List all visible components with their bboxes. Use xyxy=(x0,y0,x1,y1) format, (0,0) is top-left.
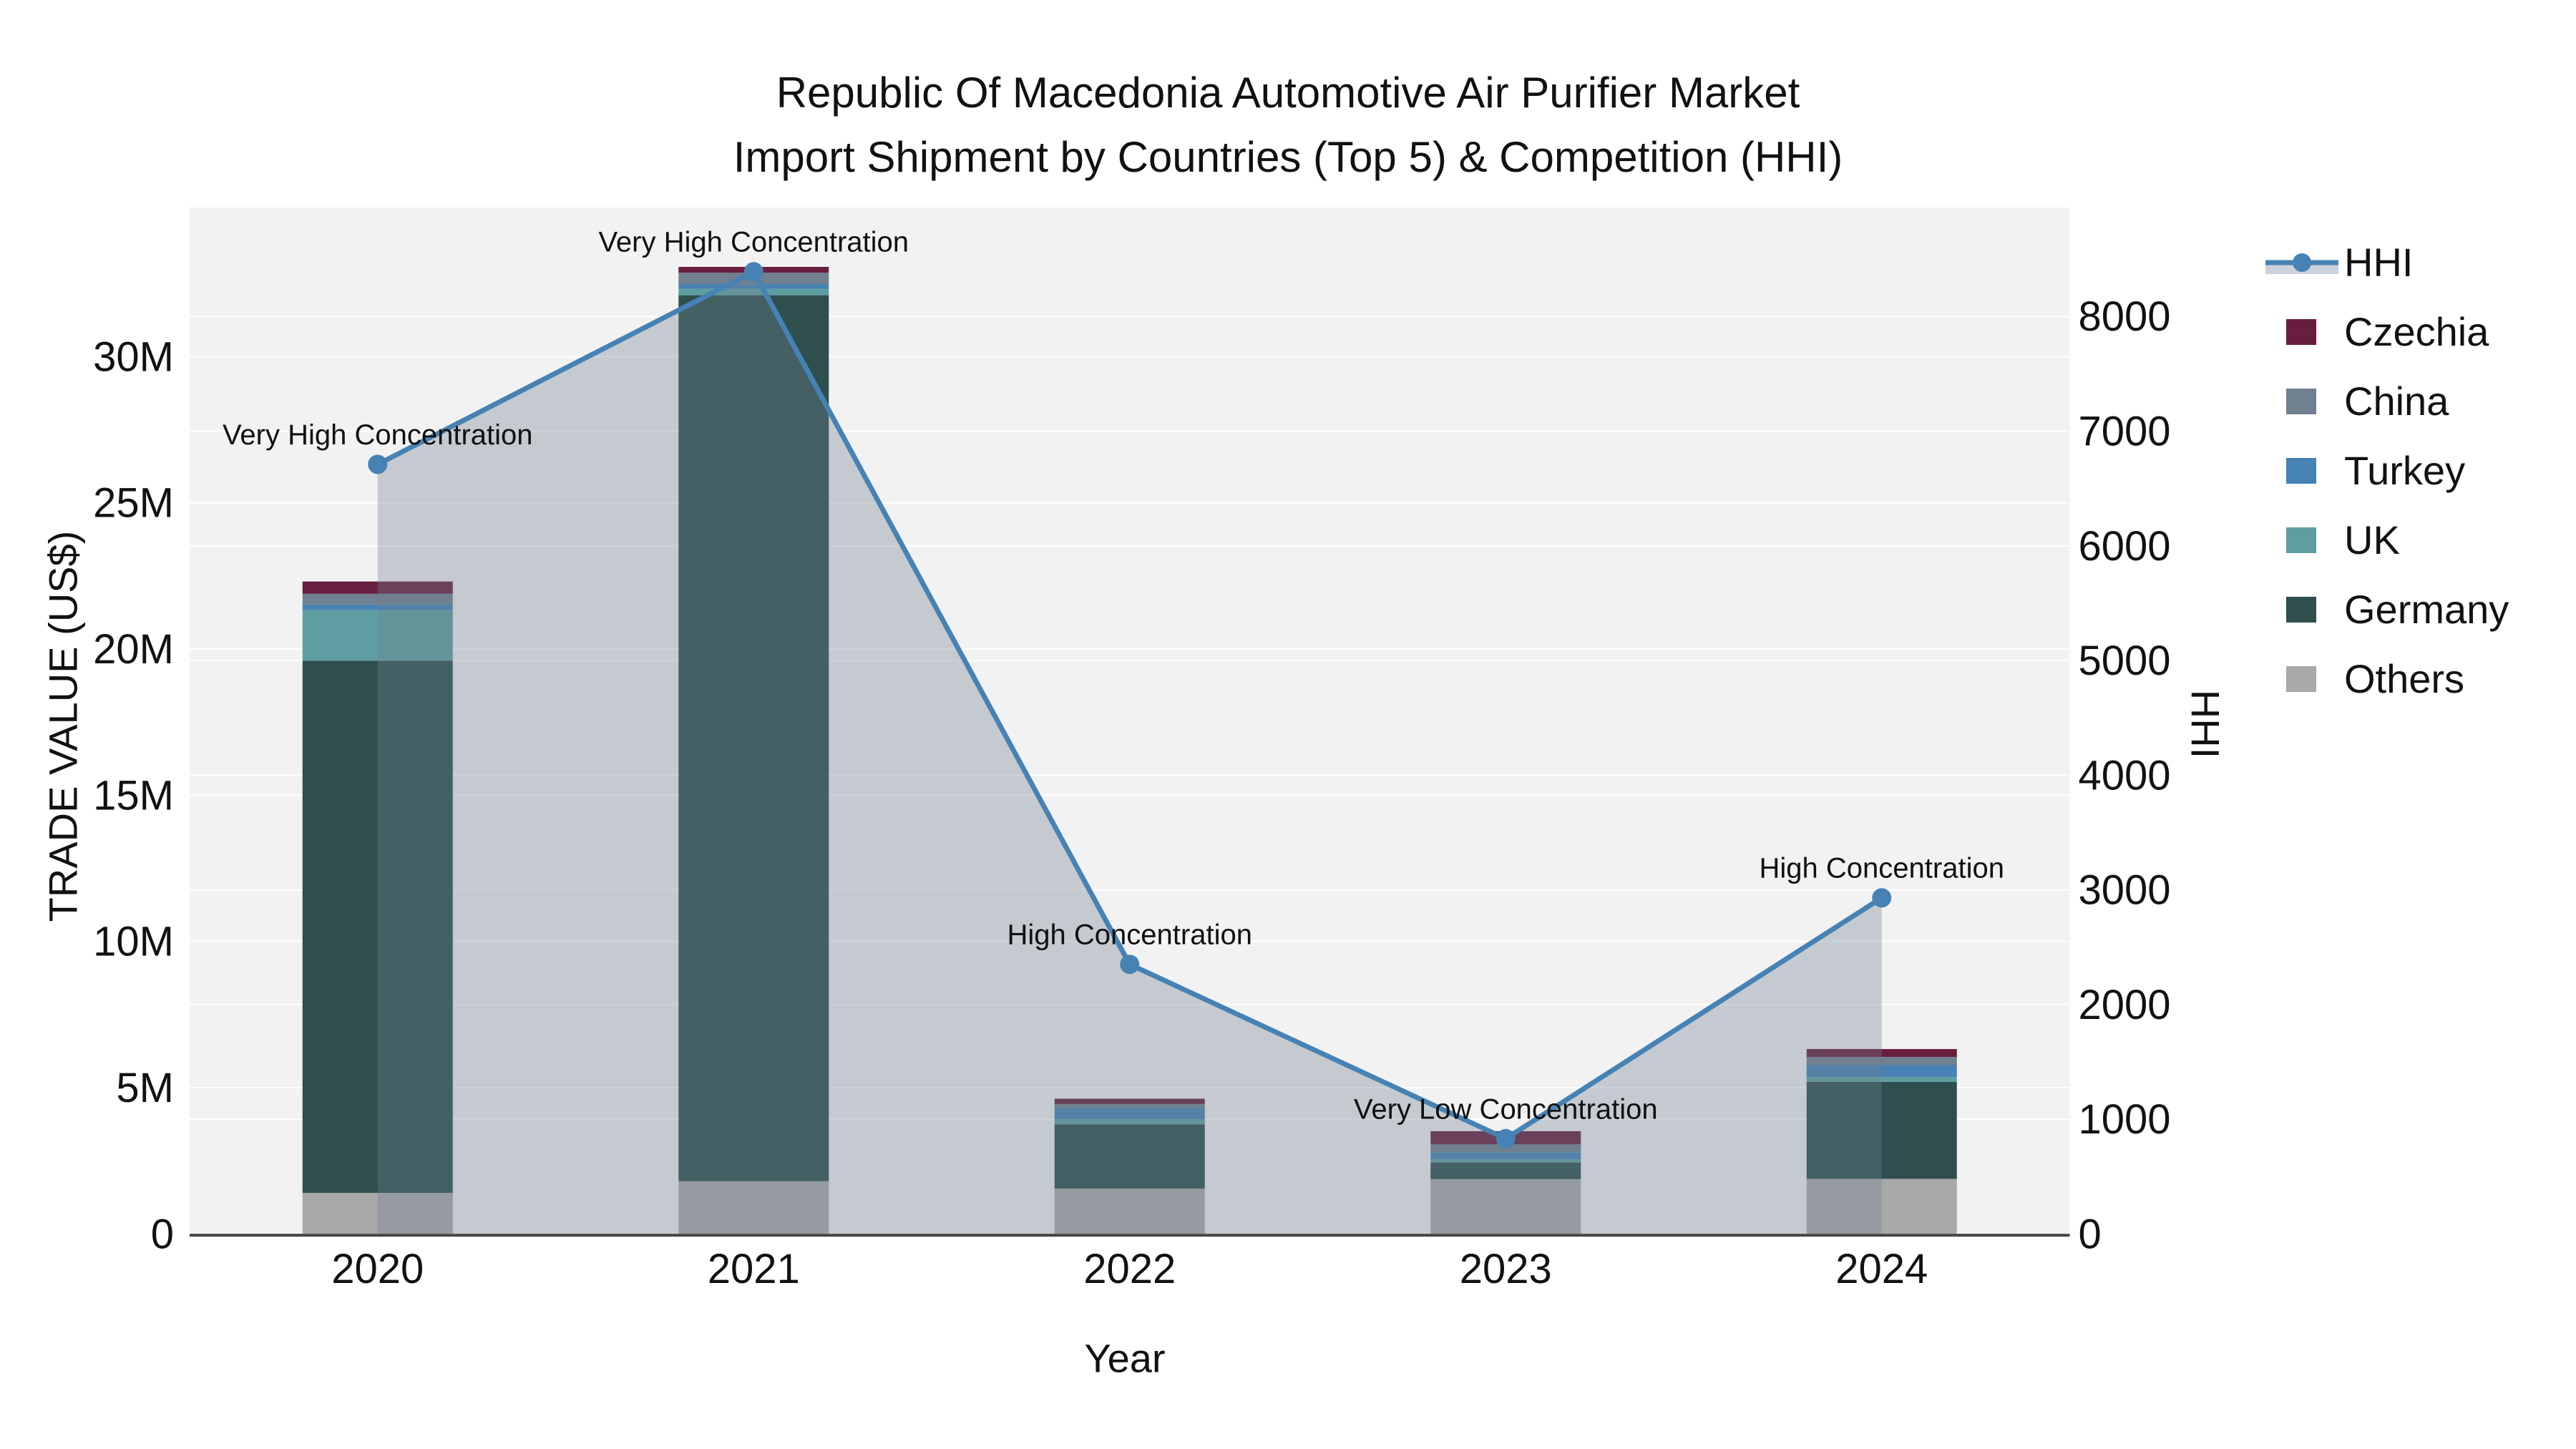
x-tick-label-2024[interactable]: 2024 xyxy=(1835,1246,1928,1292)
bar-segment-others-2020[interactable] xyxy=(302,1193,453,1234)
bar-segment-czechia-2024[interactable] xyxy=(1806,1049,1957,1058)
legend-item-others[interactable]: Others xyxy=(2260,644,2509,713)
bar-segment-turkey-2024[interactable] xyxy=(1806,1065,1957,1078)
hhi-marker-2022[interactable] xyxy=(1120,955,1140,975)
legend-label: Germany xyxy=(2344,587,2509,632)
y-left-tick-label: 0 xyxy=(151,1211,174,1257)
bar-segment-uk-2022[interactable] xyxy=(1054,1119,1205,1125)
y-right-tick-label: 6000 xyxy=(2079,523,2171,570)
legend: HHI Czechia China Turkey UK Germany Others xyxy=(2260,228,2509,713)
bar-segment-uk-2023[interactable] xyxy=(1430,1159,1581,1163)
x-tick-label-2021[interactable]: 2021 xyxy=(708,1246,800,1292)
uk-swatch-icon xyxy=(2260,527,2344,553)
legend-label: Turkey xyxy=(2344,448,2466,493)
bar-segment-turkey-2021[interactable] xyxy=(678,284,829,289)
bar-segment-turkey-2022[interactable] xyxy=(1054,1108,1205,1120)
plot-background xyxy=(190,208,2070,1234)
y-left-tick-label: 30M xyxy=(93,333,174,380)
y-left-tick-label: 5M xyxy=(116,1065,174,1111)
bar-segment-others-2024[interactable] xyxy=(1806,1179,1957,1234)
hhi-marker-2021[interactable] xyxy=(743,262,763,282)
others-swatch-icon xyxy=(2260,665,2344,692)
legend-label: UK xyxy=(2344,517,2400,562)
bar-segment-germany-2020[interactable] xyxy=(302,660,453,1194)
annotation-2022: High Concentration xyxy=(1008,919,1252,951)
chart-title-line1: Republic Of Macedonia Automotive Air Pur… xyxy=(776,69,1800,117)
y-right-tick-label: 7000 xyxy=(2079,409,2171,455)
czechia-swatch-icon xyxy=(2260,318,2344,345)
y-right-tick-label: 8000 xyxy=(2079,293,2171,340)
bar-segment-turkey-2020[interactable] xyxy=(302,604,453,610)
turkey-swatch-icon xyxy=(2260,457,2344,484)
bar-segment-germany-2024[interactable] xyxy=(1806,1081,1957,1179)
y-right-tick-label: 4000 xyxy=(2079,752,2171,799)
chart-title-line2: Import Shipment by Countries (Top 5) & C… xyxy=(733,133,1843,181)
legend-label: HHI xyxy=(2344,240,2414,285)
chart-title: Republic Of Macedonia Automotive Air Pur… xyxy=(0,61,2576,190)
germany-swatch-icon xyxy=(2260,596,2344,623)
y-right-tick-label: 1000 xyxy=(2079,1096,2171,1143)
x-axis-title: Year xyxy=(1084,1335,1166,1381)
y-axis-title-right: HHI xyxy=(2182,689,2228,759)
x-tick-label-2023[interactable]: 2023 xyxy=(1460,1246,1552,1292)
y-axis-title-left: TRADE VALUE (US$) xyxy=(40,530,86,922)
legend-label: Czechia xyxy=(2344,309,2489,354)
y-left-tick-label: 20M xyxy=(93,626,174,673)
bar-segment-germany-2021[interactable] xyxy=(678,295,829,1181)
bar-segment-china-2024[interactable] xyxy=(1806,1057,1957,1065)
bar-segment-uk-2024[interactable] xyxy=(1806,1077,1957,1082)
bar-segment-others-2021[interactable] xyxy=(678,1181,829,1234)
y-right-tick-label: 0 xyxy=(2079,1211,2102,1257)
bar-segment-germany-2023[interactable] xyxy=(1430,1162,1581,1179)
bar-segment-czechia-2020[interactable] xyxy=(302,581,453,594)
bar-segment-others-2023[interactable] xyxy=(1430,1179,1581,1234)
annotation-2021: Very High Concentration xyxy=(598,227,909,258)
china-swatch-icon xyxy=(2260,388,2344,414)
hhi-marker-2020[interactable] xyxy=(368,454,388,474)
y-right-tick-label: 5000 xyxy=(2079,638,2171,684)
x-tick-label-2020[interactable]: 2020 xyxy=(331,1246,424,1292)
legend-item-china[interactable]: China xyxy=(2260,366,2509,436)
bar-segment-germany-2022[interactable] xyxy=(1054,1124,1205,1189)
bar-segment-turkey-2023[interactable] xyxy=(1430,1152,1581,1160)
y-left-tick-label: 25M xyxy=(93,480,174,527)
bar-segment-czechia-2022[interactable] xyxy=(1054,1098,1205,1104)
legend-item-uk[interactable]: UK xyxy=(2260,505,2509,575)
legend-label: Others xyxy=(2344,656,2465,701)
x-tick-label-2022[interactable]: 2022 xyxy=(1083,1246,1176,1292)
annotation-2023: Very Low Concentration xyxy=(1354,1093,1658,1125)
bar-segment-others-2022[interactable] xyxy=(1054,1188,1205,1234)
hhi-marker-2024[interactable] xyxy=(1872,888,1892,908)
hhi-marker-2023[interactable] xyxy=(1496,1128,1516,1148)
bar-segment-uk-2020[interactable] xyxy=(302,610,453,661)
legend-item-czechia[interactable]: Czechia xyxy=(2260,297,2509,366)
legend-item-germany[interactable]: Germany xyxy=(2260,575,2509,644)
y-left-tick-label: 15M xyxy=(93,772,174,819)
annotation-2020: Very High Concentration xyxy=(223,419,533,451)
bar-segment-uk-2021[interactable] xyxy=(678,288,829,296)
bar-segment-china-2022[interactable] xyxy=(1054,1103,1205,1108)
hhi-line-legend-icon xyxy=(2260,247,2344,278)
y-right-tick-label: 3000 xyxy=(2079,867,2171,914)
bar-segment-china-2020[interactable] xyxy=(302,593,453,605)
annotation-2024: High Concentration xyxy=(1760,853,2004,884)
y-right-tick-label: 2000 xyxy=(2079,982,2171,1028)
y-left-tick-label: 10M xyxy=(93,919,174,965)
legend-item-turkey[interactable]: Turkey xyxy=(2260,436,2509,505)
legend-label: China xyxy=(2344,379,2449,424)
legend-item-hhi[interactable]: HHI xyxy=(2260,228,2509,297)
hhi-area-fill xyxy=(377,271,1882,1234)
